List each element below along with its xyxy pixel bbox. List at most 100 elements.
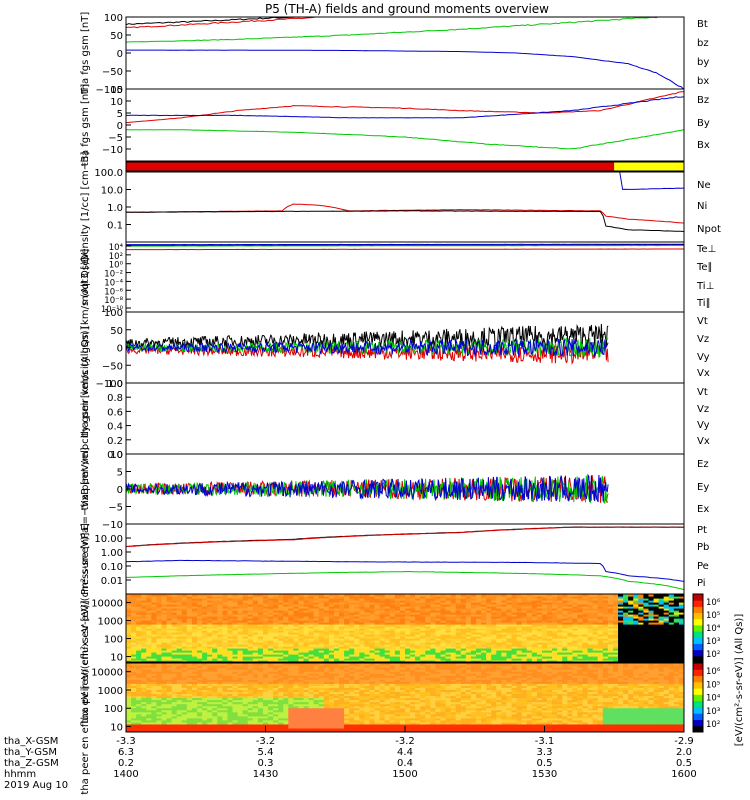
plot-area [126,526,684,591]
heatmap-cell [131,616,137,619]
heatmap-cell [191,687,198,690]
heatmap-cell [562,610,568,613]
heatmap-cell [207,600,213,603]
heatmap-cell [257,650,264,653]
heatmap-cell [186,695,193,699]
heatmap-cell [161,658,168,661]
heatmap-cell [197,622,203,625]
heatmap-cell [232,677,239,680]
heatmap-cell [399,620,406,623]
heatmap-cell [339,636,345,639]
heatmap-cell [384,614,391,617]
heatmap-cell [465,642,472,645]
heatmap-cell [339,616,345,619]
heatmap-cell [237,717,244,721]
plot-area [126,172,684,233]
heatmap-cell [465,614,472,617]
heatmap-cell [658,656,665,659]
heatmap-cell [217,644,223,647]
heatmap-cell [298,630,305,633]
heatmap-cell [486,626,492,629]
heatmap-cell [328,652,335,655]
heatmap-cell [273,677,279,680]
heatmap-cell [197,683,203,686]
heatmap-cell [232,596,239,599]
heatmap-cell [288,626,294,629]
heatmap-cell [146,594,152,597]
heatmap-cell [283,600,289,603]
heatmap-cell [166,602,173,605]
heatmap-cell [638,596,645,599]
heatmap-cell [197,713,203,717]
heatmap-cell [405,630,411,633]
heatmap-cell [536,626,543,629]
heatmap-cell [313,660,320,662]
heatmap-cell [222,636,229,639]
heatmap-cell [278,602,284,605]
heatmap-cell [364,608,371,611]
heatmap-cell [161,598,168,601]
heatmap-cell [552,594,558,597]
heatmap-cell [161,669,168,672]
heatmap-cell [156,671,163,674]
heatmap-cell [633,660,639,662]
heatmap-cell [268,628,274,631]
heatmap-cell [648,634,655,637]
heatmap-cell [623,614,629,617]
heatmap-cell [526,642,533,645]
heatmap-cell [156,689,163,693]
heatmap-cell [420,632,426,635]
heatmap-cell [257,602,264,605]
heatmap-cell [176,681,183,684]
heatmap-cell [217,618,223,621]
heatmap-cell [394,646,401,649]
heatmap-cell [268,667,274,670]
heatmap-cell [146,616,152,619]
heatmap-cell [547,660,553,662]
heatmap-cell [435,654,442,657]
heatmap-cell [410,598,416,601]
heatmap-cell [298,622,305,625]
heatmap-cell [323,646,330,649]
heatmap-cell [399,632,406,635]
heatmap-cell [359,658,366,661]
heatmap-cell [156,626,163,629]
heatmap-cell [252,656,259,659]
heatmap-cell [618,606,624,609]
heatmap-cell [156,669,163,672]
heatmap-cell [293,596,300,599]
heatmap-cell [268,697,274,701]
heatmap-cell [476,658,482,661]
heatmap-cell [171,648,178,651]
heatmap-cell [460,624,467,627]
heatmap-cell [511,638,518,641]
heatmap-cell [592,622,599,625]
heatmap-cell [242,594,249,597]
heatmap-cell [202,646,208,649]
heatmap-cell [146,677,152,680]
heatmap-cell [141,711,147,715]
y-tick-label: 10.00 [94,534,123,545]
heatmap-cell [653,620,660,623]
heatmap-cell [333,610,340,613]
heatmap-cell [217,658,223,661]
heatmap-cell [536,660,543,662]
heatmap-cell [552,648,558,651]
heatmap-cell [237,665,244,668]
heatmap-cell [557,594,563,597]
heatmap-cell [273,695,279,699]
heatmap-cell [161,612,168,615]
heatmap-cell [202,697,208,701]
heatmap-cell [678,638,684,641]
heatmap-cell [673,652,680,655]
heatmap-cell [415,628,421,631]
heatmap-cell [628,646,634,649]
heatmap-cell [278,711,284,715]
heatmap-cell [176,612,183,615]
heatmap-cell [191,677,198,680]
heatmap-cell [394,594,401,597]
heatmap-cell [171,644,178,647]
heatmap-cell [455,632,462,635]
heatmap-cell [202,663,208,666]
